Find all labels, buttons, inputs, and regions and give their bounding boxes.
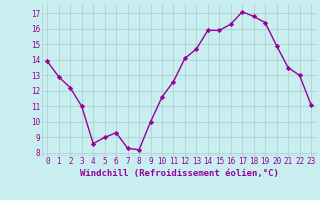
X-axis label: Windchill (Refroidissement éolien,°C): Windchill (Refroidissement éolien,°C) bbox=[80, 169, 279, 178]
